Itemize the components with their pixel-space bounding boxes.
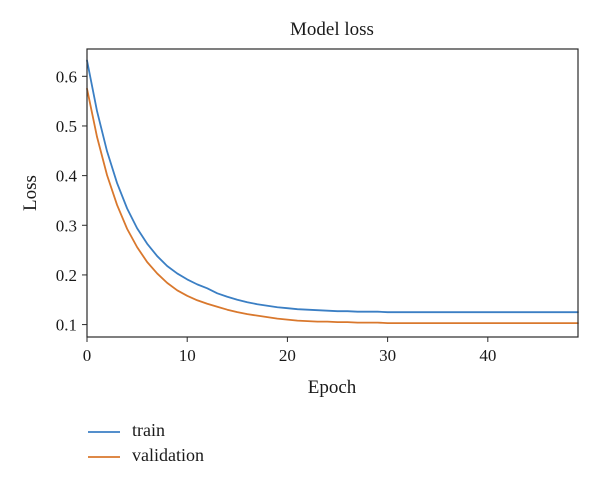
series-line-validation (86, 87, 579, 325)
y-tick-label: 0.5 (56, 117, 77, 136)
x-tick-label: 20 (279, 346, 296, 365)
y-tick-label: 0.3 (56, 216, 77, 235)
series-lines (86, 59, 579, 325)
y-axis-label: Loss (20, 175, 41, 211)
series-line-train (86, 59, 579, 314)
x-tick-label: 10 (179, 346, 196, 365)
plot-frame (86, 48, 579, 338)
y-tick-label: 0.1 (56, 316, 77, 335)
legend: train validation (88, 420, 204, 465)
y-tick-label: 0.6 (56, 67, 77, 86)
y-axis-ticks: 0.1 0.2 0.3 0.4 0.5 0.6 (56, 67, 87, 335)
y-tick-label: 0.2 (56, 266, 77, 285)
legend-label-train: train (132, 420, 165, 440)
chart-title: Model loss (290, 19, 374, 40)
x-axis-label: Epoch (308, 377, 357, 398)
x-axis-ticks: 0 10 20 30 40 (83, 337, 496, 365)
x-tick-label: 0 (83, 346, 92, 365)
x-tick-label: 30 (379, 346, 396, 365)
x-tick-label: 40 (479, 346, 496, 365)
legend-label-validation: validation (132, 445, 204, 465)
y-tick-label: 0.4 (56, 167, 78, 186)
